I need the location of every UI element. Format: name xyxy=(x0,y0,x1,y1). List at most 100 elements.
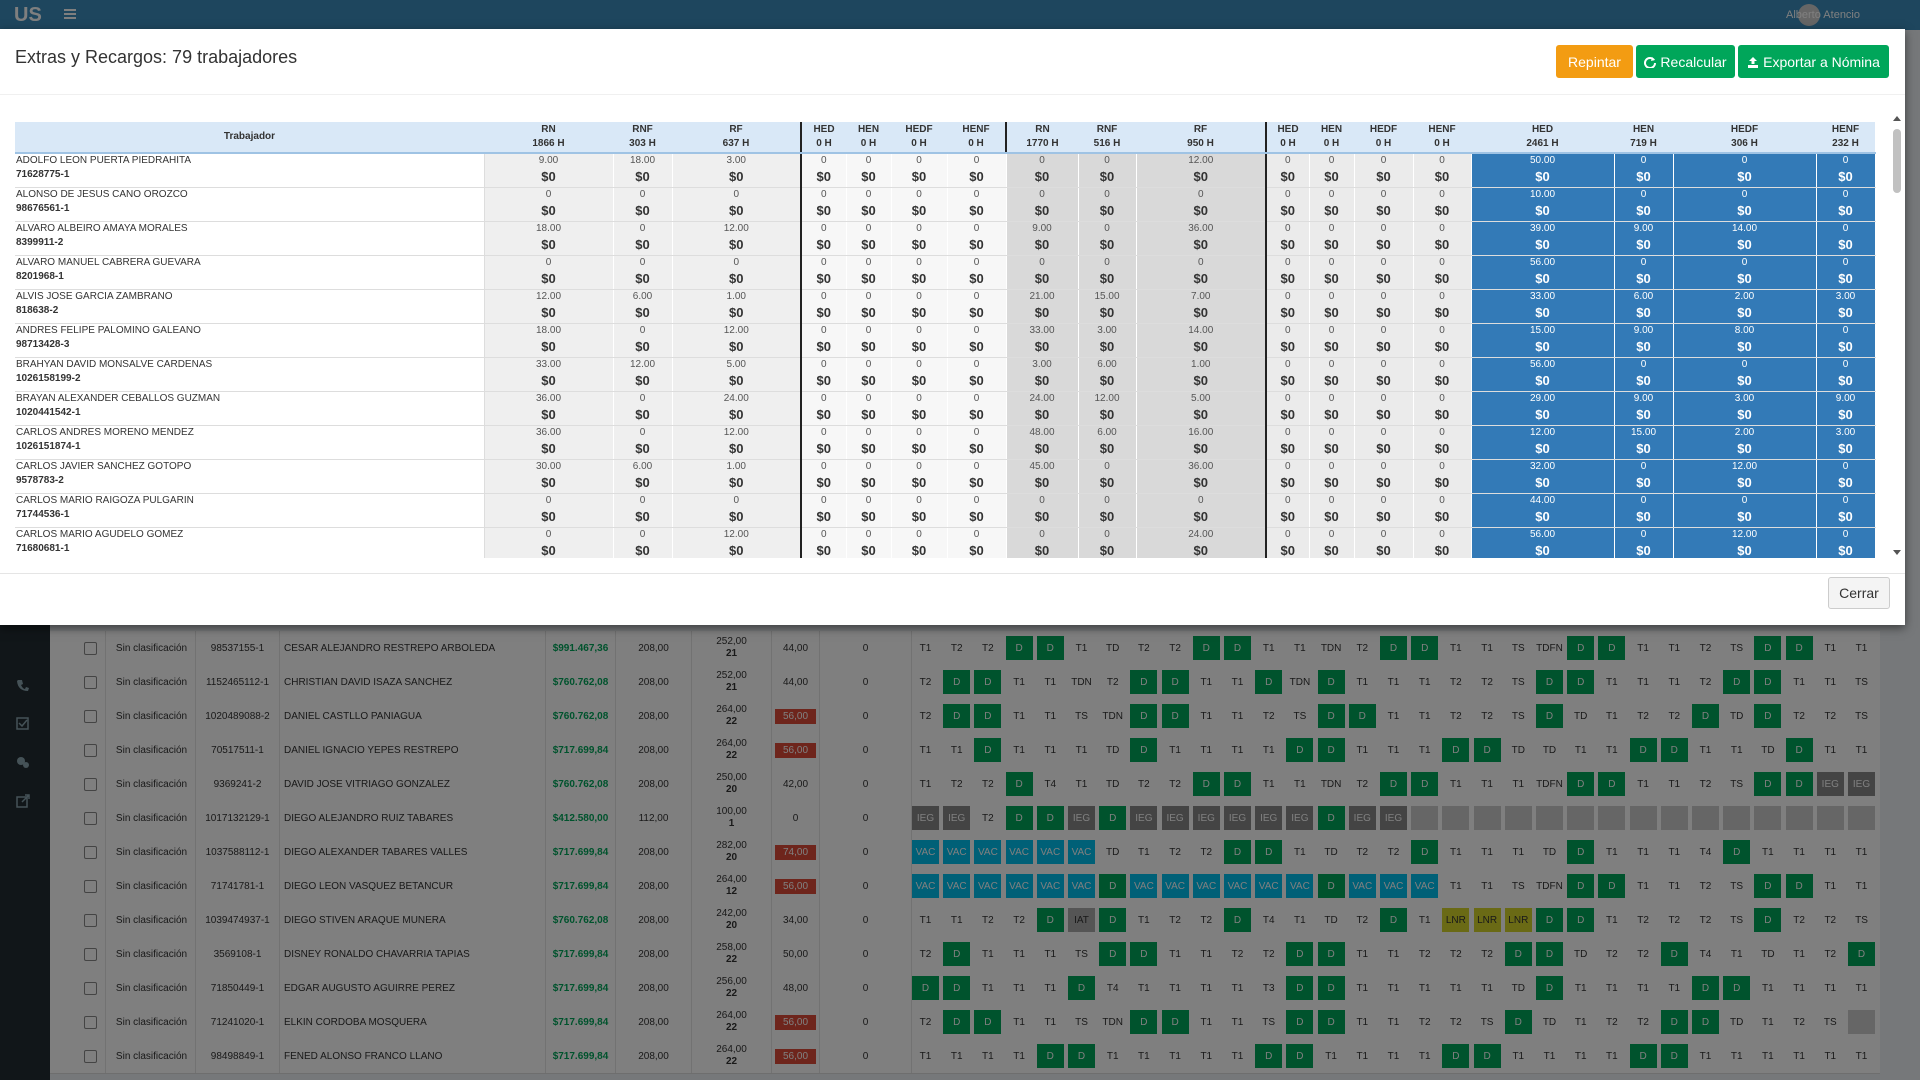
value-cell: 0 $0 xyxy=(846,493,892,528)
column-label: HED xyxy=(1277,124,1299,135)
column-header: RN 1866 H xyxy=(484,122,613,154)
hours: 0 xyxy=(1104,461,1110,472)
value-cell: 0 $0 xyxy=(947,493,1007,528)
pay: $0 xyxy=(1099,169,1115,184)
column-total: 0 H xyxy=(1375,138,1392,149)
hours: 50.00 xyxy=(1529,155,1556,166)
divider xyxy=(0,94,1905,95)
pay: $0 xyxy=(1636,373,1651,388)
value-cell: 0 $0 xyxy=(1614,357,1674,392)
pay: $0 xyxy=(1636,169,1651,184)
hours: 0 xyxy=(1104,189,1110,200)
hours: 0 xyxy=(1328,529,1335,540)
hours: 1.00 xyxy=(726,291,746,302)
hours: 6.00 xyxy=(1097,359,1117,370)
hours: 0 xyxy=(1842,529,1849,540)
value-cell: 12.00 $0 xyxy=(1078,391,1137,426)
pay: $0 xyxy=(861,203,876,218)
value-cell: 0 $0 xyxy=(1265,425,1310,460)
pay: $0 xyxy=(1099,543,1115,558)
hours: 0 xyxy=(916,393,922,404)
hours: 0 xyxy=(865,461,872,472)
action-button[interactable]: Exportar a Nómina xyxy=(1738,45,1889,78)
worker-name: ALONSO DE JESUS CANO OROZCO xyxy=(16,189,188,200)
pay: $0 xyxy=(1376,509,1391,524)
value-cell: 1.00 $0 xyxy=(672,289,802,324)
hours: 56.00 xyxy=(1529,359,1556,370)
pay: $0 xyxy=(1434,509,1450,524)
hours: 0 xyxy=(639,393,646,404)
pay: $0 xyxy=(969,509,984,524)
worker-row: CARLOS MARIO RAIGOZA PULGARIN 71744536-1 0… xyxy=(15,493,1876,528)
hours: 0 xyxy=(1640,461,1647,472)
value-cell: 0 $0 xyxy=(1673,187,1817,222)
pay: $0 xyxy=(1280,339,1295,354)
value-cell: 2.00 $0 xyxy=(1673,425,1817,460)
icon xyxy=(1644,56,1657,68)
worker-cell: CARLOS MARIO AGUDELO GOMEZ 71680681-1 xyxy=(15,527,485,558)
value-cell: 0 $0 xyxy=(947,425,1007,460)
value-cell: 0 $0 xyxy=(1265,323,1310,358)
scrollbar[interactable] xyxy=(1890,113,1904,558)
pay: $0 xyxy=(1324,475,1339,490)
pay: $0 xyxy=(1324,543,1339,558)
value-cell: 0 $0 xyxy=(1265,357,1310,392)
hours: 0 xyxy=(973,155,980,166)
pay: $0 xyxy=(1434,169,1450,184)
pay: $0 xyxy=(1324,305,1339,320)
hours: 0 xyxy=(639,257,646,268)
pay: $0 xyxy=(861,407,876,422)
value-cell: 0 $0 xyxy=(891,527,948,558)
hours: 0 xyxy=(1842,257,1849,268)
worker-cell: BRAHYAN DAVID MONSALVE CARDENAS 102615819… xyxy=(15,357,485,392)
value-cell: 0 $0 xyxy=(613,391,673,426)
hours: 9.00 xyxy=(538,155,559,166)
hours: 0 xyxy=(1197,495,1204,506)
pay: $0 xyxy=(635,509,650,524)
hours: 0 xyxy=(1640,257,1647,268)
pay: $0 xyxy=(1324,271,1339,286)
hours: 56.00 xyxy=(1529,257,1556,268)
hours: 0 xyxy=(1741,359,1748,370)
value-cell: 29.00 $0 xyxy=(1471,391,1615,426)
pay: $0 xyxy=(861,271,876,286)
value-cell: 0 $0 xyxy=(1413,357,1472,392)
value-cell: 24.00 $0 xyxy=(672,391,802,426)
pay: $0 xyxy=(1034,271,1050,286)
pay: $0 xyxy=(1099,509,1115,524)
hours: 0 xyxy=(916,461,922,472)
value-cell: 0 $0 xyxy=(846,255,892,290)
hours: 0 xyxy=(1741,495,1748,506)
hours: 0 xyxy=(1039,189,1045,200)
action-button[interactable]: Repintar xyxy=(1556,45,1633,78)
pay: $0 xyxy=(1324,169,1339,184)
pay: $0 xyxy=(635,169,650,184)
value-cell: 44.00 $0 xyxy=(1471,493,1615,528)
value-cell: 12.00 $0 xyxy=(484,289,614,324)
value-cell: 0 $0 xyxy=(800,289,847,324)
hours: 0 xyxy=(973,495,980,506)
value-cell: 0 $0 xyxy=(484,527,614,558)
value-cell: 0 $0 xyxy=(1309,459,1355,494)
value-cell: 56.00 $0 xyxy=(1471,357,1615,392)
worker-id: 1020441542-1 xyxy=(16,407,81,418)
value-cell: 0 $0 xyxy=(1078,153,1137,188)
hours: 0 xyxy=(1039,495,1045,506)
action-button[interactable]: Recalcular xyxy=(1636,45,1735,78)
close-button[interactable]: Cerrar xyxy=(1828,577,1890,609)
hours: 15.00 xyxy=(1630,427,1657,438)
hours: 0 xyxy=(865,257,872,268)
hours: 0 xyxy=(865,393,872,404)
hours: 5.00 xyxy=(726,359,746,370)
pay: $0 xyxy=(1535,373,1550,388)
value-cell: 0 $0 xyxy=(800,527,847,558)
hours: 0 xyxy=(820,223,827,234)
worker-name: ADOLFO LEON PUERTA PIEDRAHITA xyxy=(16,155,192,166)
value-cell: 0 $0 xyxy=(800,153,847,188)
hours: 0 xyxy=(916,223,922,234)
hours: 0 xyxy=(545,189,552,200)
pay: $0 xyxy=(1535,543,1550,558)
pay: $0 xyxy=(1838,543,1853,558)
hours: 0 xyxy=(1439,359,1445,370)
value-cell: 50.00 $0 xyxy=(1471,153,1615,188)
